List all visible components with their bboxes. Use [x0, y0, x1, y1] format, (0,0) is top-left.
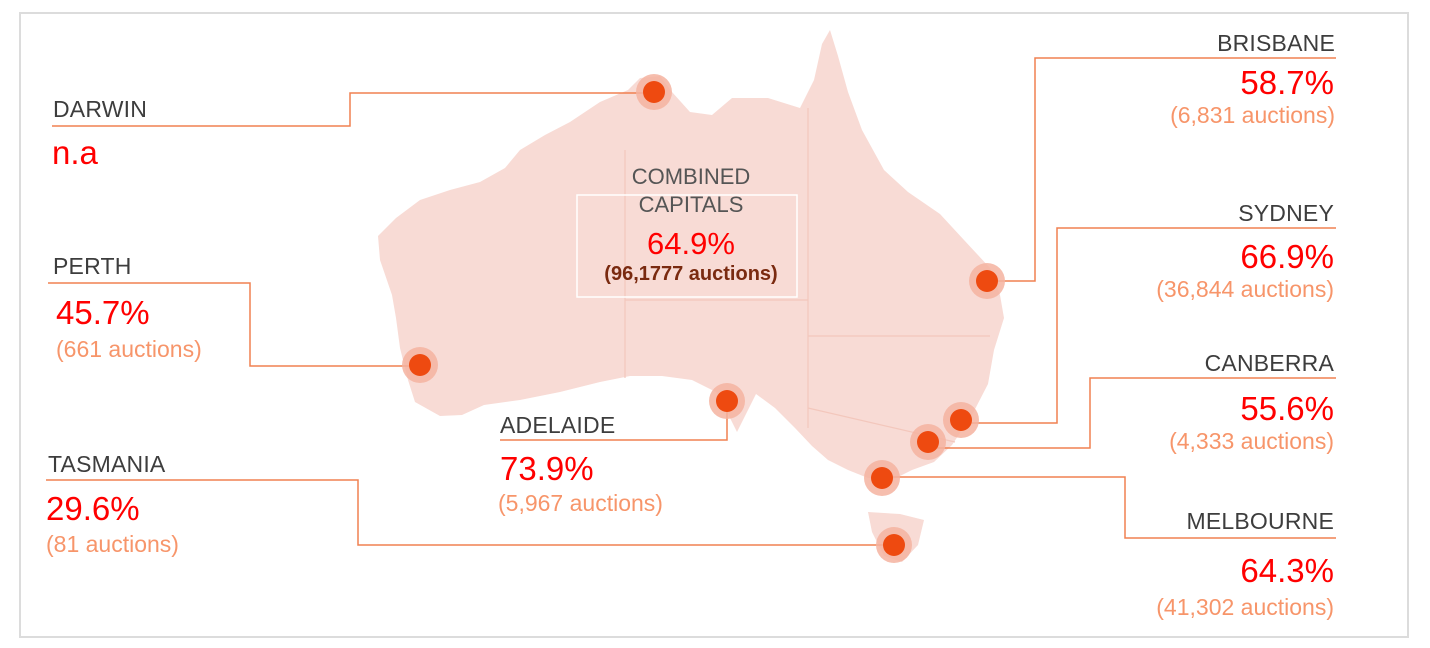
- combined-title-line1: COMBINED: [631, 164, 751, 189]
- melbourne-auctions: (41,302 auctions): [1156, 594, 1334, 620]
- perth-percent: 45.7%: [56, 294, 150, 331]
- darwin-connector: [52, 92, 654, 127]
- adelaide-dot: [709, 383, 745, 419]
- melbourne-label: MELBOURNE: [1186, 508, 1334, 534]
- canberra-connector: [928, 377, 1336, 449]
- tasmania-auctions: (81 auctions): [46, 531, 179, 557]
- adelaide-label: ADELAIDE: [500, 412, 616, 438]
- connector-lines: [46, 57, 1336, 546]
- tasmania-connector: [46, 479, 894, 546]
- tasmania-percent: 29.6%: [46, 490, 140, 527]
- combined-title-line2: CAPITALS: [638, 192, 744, 217]
- adelaide-percent: 73.9%: [500, 450, 594, 487]
- sydney-dot: [943, 402, 979, 438]
- canberra-auctions: (4,333 auctions): [1169, 428, 1334, 454]
- tasmania-dot: [876, 527, 912, 563]
- perth-auctions: (661 auctions): [56, 336, 202, 362]
- darwin-dot: [636, 74, 672, 110]
- perth-connector: [48, 282, 420, 367]
- combined-capitals-box: [576, 194, 798, 298]
- combined-auctions: (96,1777 auctions): [604, 263, 778, 285]
- perth-dot: [402, 347, 438, 383]
- canberra-label: CANBERRA: [1204, 350, 1334, 376]
- adelaide-auctions: (5,967 auctions): [498, 490, 663, 516]
- canberra-percent: 55.6%: [1240, 390, 1334, 427]
- brisbane-auctions: (6,831 auctions): [1170, 102, 1335, 128]
- melbourne-percent: 64.3%: [1240, 552, 1334, 589]
- canberra-dot: [910, 424, 946, 460]
- melbourne-dot: [864, 460, 900, 496]
- sydney-connector: [960, 227, 1336, 424]
- melbourne-connector: [882, 476, 1336, 539]
- darwin-percent: n.a: [52, 134, 98, 171]
- australia-mainland-shape: [378, 30, 1004, 480]
- combined-percent: 64.9%: [647, 226, 735, 261]
- brisbane-percent: 58.7%: [1240, 64, 1334, 101]
- sydney-label: SYDNEY: [1238, 200, 1334, 226]
- brisbane-dot: [969, 263, 1005, 299]
- brisbane-label: BRISBANE: [1217, 30, 1335, 56]
- perth-label: PERTH: [53, 253, 132, 279]
- darwin-label: DARWIN: [53, 96, 148, 122]
- brisbane-connector: [987, 57, 1336, 282]
- sydney-percent: 66.9%: [1240, 238, 1334, 275]
- city-dots: [402, 74, 1005, 563]
- sydney-auctions: (36,844 auctions): [1156, 276, 1334, 302]
- tasmania-label: TASMANIA: [48, 451, 166, 477]
